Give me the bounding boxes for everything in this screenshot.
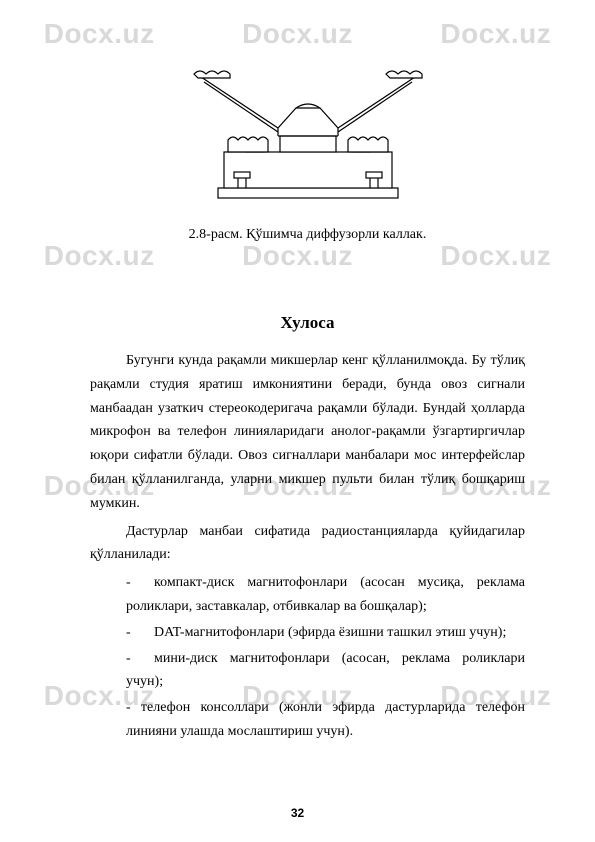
dash-bullet-icon: - (126, 621, 154, 645)
list-item-text: мини-диск магнитофонлари (асосан, реклам… (126, 651, 525, 690)
list-item: - телефон консоллари (жонли эфирда дасту… (90, 696, 525, 744)
list-item-text: DAT-магнитофонлари (эфирда ёзишни ташкил… (154, 625, 506, 640)
figure-caption: 2.8-расм. Қўшимча диффузорли каллак. (90, 227, 525, 243)
list-item-text: компакт-диск магнитофонлари (асосан муси… (126, 575, 525, 614)
speaker-figure (90, 60, 525, 215)
page-content: 2.8-расм. Қўшимча диффузорли каллак. Хул… (0, 0, 595, 776)
dash-bullet-icon: - (126, 571, 154, 595)
list-item: -DAT-магнитофонлари (эфирда ёзишни ташки… (90, 621, 525, 645)
section-heading: Хулоса (90, 313, 525, 333)
body-paragraph: Дастурлар манбаи сифатида радиостанцияла… (90, 520, 525, 568)
list-item: -мини-диск магнитофонлари (асосан, рекла… (90, 647, 525, 695)
body-paragraph: Бугунги кунда рақамли микшерлар кенг қўл… (90, 349, 525, 516)
list-item: -компакт-диск магнитофонлари (асосан мус… (90, 571, 525, 619)
page-number: 32 (0, 806, 595, 820)
dash-bullet-icon: - (126, 647, 154, 671)
speaker-diagram-icon (178, 60, 438, 210)
